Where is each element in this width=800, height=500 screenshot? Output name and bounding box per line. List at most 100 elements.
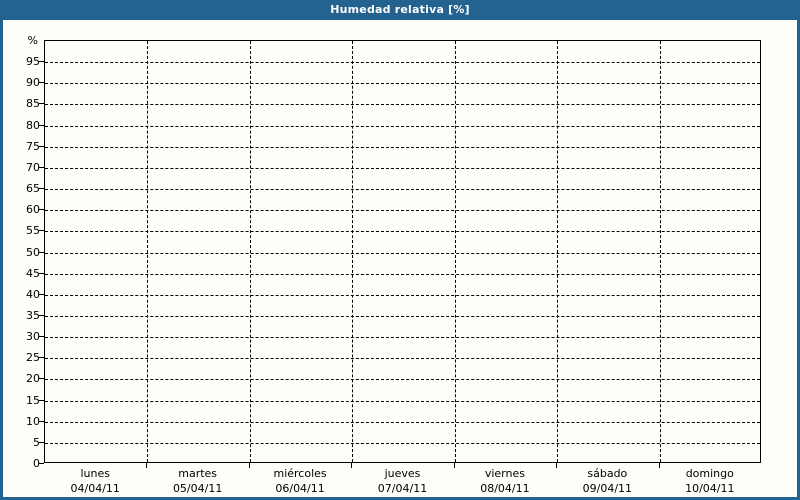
gridline-horizontal <box>45 379 760 381</box>
x-axis-tick-marks <box>0 463 800 469</box>
y-axis-tick-label: 95 <box>26 55 40 69</box>
y-axis-tick-label: 70 <box>26 160 40 174</box>
x-axis-day-date: 06/04/11 <box>275 482 325 495</box>
page-title: Humedad relativa [%] <box>330 3 470 16</box>
y-axis-tick <box>39 463 44 464</box>
x-axis-day-label: martes 05/04/11 <box>138 466 258 496</box>
y-axis-tick <box>39 209 44 211</box>
y-axis-tick <box>39 336 44 338</box>
x-axis-day-label: miércoles 06/04/11 <box>240 466 360 496</box>
y-axis-tick-label: 85 <box>26 97 40 111</box>
x-axis-tick <box>248 463 250 468</box>
y-axis-tick-label: 15 <box>26 393 40 407</box>
y-axis-tick <box>39 145 44 147</box>
y-axis-tick-label: 65 <box>26 182 40 196</box>
x-axis-day-date: 09/04/11 <box>582 482 633 495</box>
x-axis-day-date: 10/04/11 <box>685 482 735 495</box>
x-axis-tick <box>556 463 558 468</box>
x-axis-day-date: 05/04/11 <box>172 482 223 495</box>
y-axis-tick-marks <box>0 40 44 464</box>
x-axis-tick <box>658 463 660 468</box>
gridline-horizontal <box>45 337 760 339</box>
gridline-horizontal <box>45 421 760 423</box>
chart-area: % 0 5 10 15 20 25 30 35 40 45 50 55 60 65 70 75 80 85 90 95… <box>0 20 800 500</box>
gridline-horizontal <box>45 442 760 444</box>
x-axis-day-label: domingo 10/04/11 <box>650 466 770 496</box>
gridline-vertical <box>659 41 661 462</box>
gridline-vertical <box>249 41 251 462</box>
y-axis-tick-label: 50 <box>26 245 40 259</box>
y-axis-tick <box>39 188 44 190</box>
gridline-horizontal <box>45 358 760 360</box>
y-axis-tick <box>39 166 44 168</box>
x-axis-day-name: lunes <box>80 467 110 480</box>
x-axis-day-name: martes <box>178 467 218 480</box>
gridline-horizontal <box>45 315 760 317</box>
y-axis-tick-label: 55 <box>26 224 40 238</box>
gridline-horizontal <box>45 231 760 233</box>
y-axis-tick-label: 80 <box>26 118 40 132</box>
y-axis-tick <box>39 441 44 443</box>
y-axis-unit-label: % <box>27 34 38 47</box>
gridline-horizontal <box>45 189 760 191</box>
y-axis-tick <box>39 61 44 63</box>
y-axis-tick <box>39 357 44 359</box>
y-axis-tick <box>39 103 44 105</box>
y-axis-tick <box>39 82 44 84</box>
y-axis-tick <box>39 251 44 253</box>
y-axis-tick <box>39 293 44 295</box>
y-axis-tick-label: 75 <box>26 139 40 153</box>
window-title-bar: Humedad relativa [%] <box>0 0 800 20</box>
x-axis-day-label: viernes 08/04/11 <box>445 466 565 496</box>
x-axis-day-name: domingo <box>685 467 734 480</box>
gridline-vertical <box>147 41 149 462</box>
y-axis-tick-label: 35 <box>26 308 40 322</box>
x-axis-day-label: jueves 07/04/11 <box>343 466 463 496</box>
gridline-vertical <box>352 41 354 462</box>
y-axis-tick <box>39 124 44 126</box>
gridline-vertical <box>557 41 559 462</box>
x-axis-day-date: 08/04/11 <box>480 482 530 495</box>
y-axis-tick-label: 10 <box>26 414 40 428</box>
gridline-horizontal <box>45 400 760 402</box>
plot-canvas <box>44 40 761 463</box>
y-axis-tick-label: 45 <box>26 266 40 280</box>
y-axis-tick <box>39 272 44 274</box>
gridline-horizontal <box>45 104 760 106</box>
x-axis-tick <box>453 463 455 468</box>
y-axis-tick-label: 90 <box>26 76 40 90</box>
y-axis-tick <box>39 314 44 316</box>
gridline-horizontal <box>45 146 760 148</box>
gridline-horizontal <box>45 252 760 254</box>
y-axis-tick <box>39 399 44 401</box>
x-axis-day-name: viernes <box>484 467 525 480</box>
y-axis-tick <box>39 420 44 422</box>
y-axis-tick-label: 30 <box>26 330 40 344</box>
gridline-horizontal <box>45 210 760 212</box>
y-axis-tick-label: 60 <box>26 203 40 217</box>
y-axis-tick <box>39 230 44 232</box>
y-axis-tick-label: 0 <box>33 457 40 470</box>
y-axis-tick-label: 40 <box>26 287 40 301</box>
x-axis-tick-labels: lunes 04/04/11 martes 05/04/11 miércoles 06/0… <box>0 466 800 500</box>
x-axis-day-name: sábado <box>587 467 628 480</box>
gridline-horizontal <box>45 273 760 275</box>
y-axis-tick-labels: 0 5 10 15 20 25 30 35 40 45 50 55 60 65 70 75 80 85 90 95 <box>0 40 40 469</box>
gridline-horizontal <box>45 167 760 169</box>
x-axis-tick <box>146 463 148 468</box>
x-axis-day-name: jueves <box>384 467 421 480</box>
x-axis-tick <box>351 463 353 468</box>
x-axis-day-name: miércoles <box>273 467 327 480</box>
gridline-horizontal <box>45 125 760 127</box>
x-axis-day-date: 07/04/11 <box>377 482 428 495</box>
gridline-horizontal <box>45 294 760 296</box>
gridline-vertical <box>454 41 456 462</box>
y-axis-tick-label: 25 <box>26 351 40 365</box>
gridline-horizontal <box>45 83 760 85</box>
y-axis-tick-label: 5 <box>33 435 40 449</box>
y-axis-tick <box>39 378 44 380</box>
gridline-horizontal <box>45 62 760 64</box>
x-axis-day-label: sábado 09/04/11 <box>547 466 667 496</box>
x-axis-day-date: 04/04/11 <box>70 482 120 495</box>
